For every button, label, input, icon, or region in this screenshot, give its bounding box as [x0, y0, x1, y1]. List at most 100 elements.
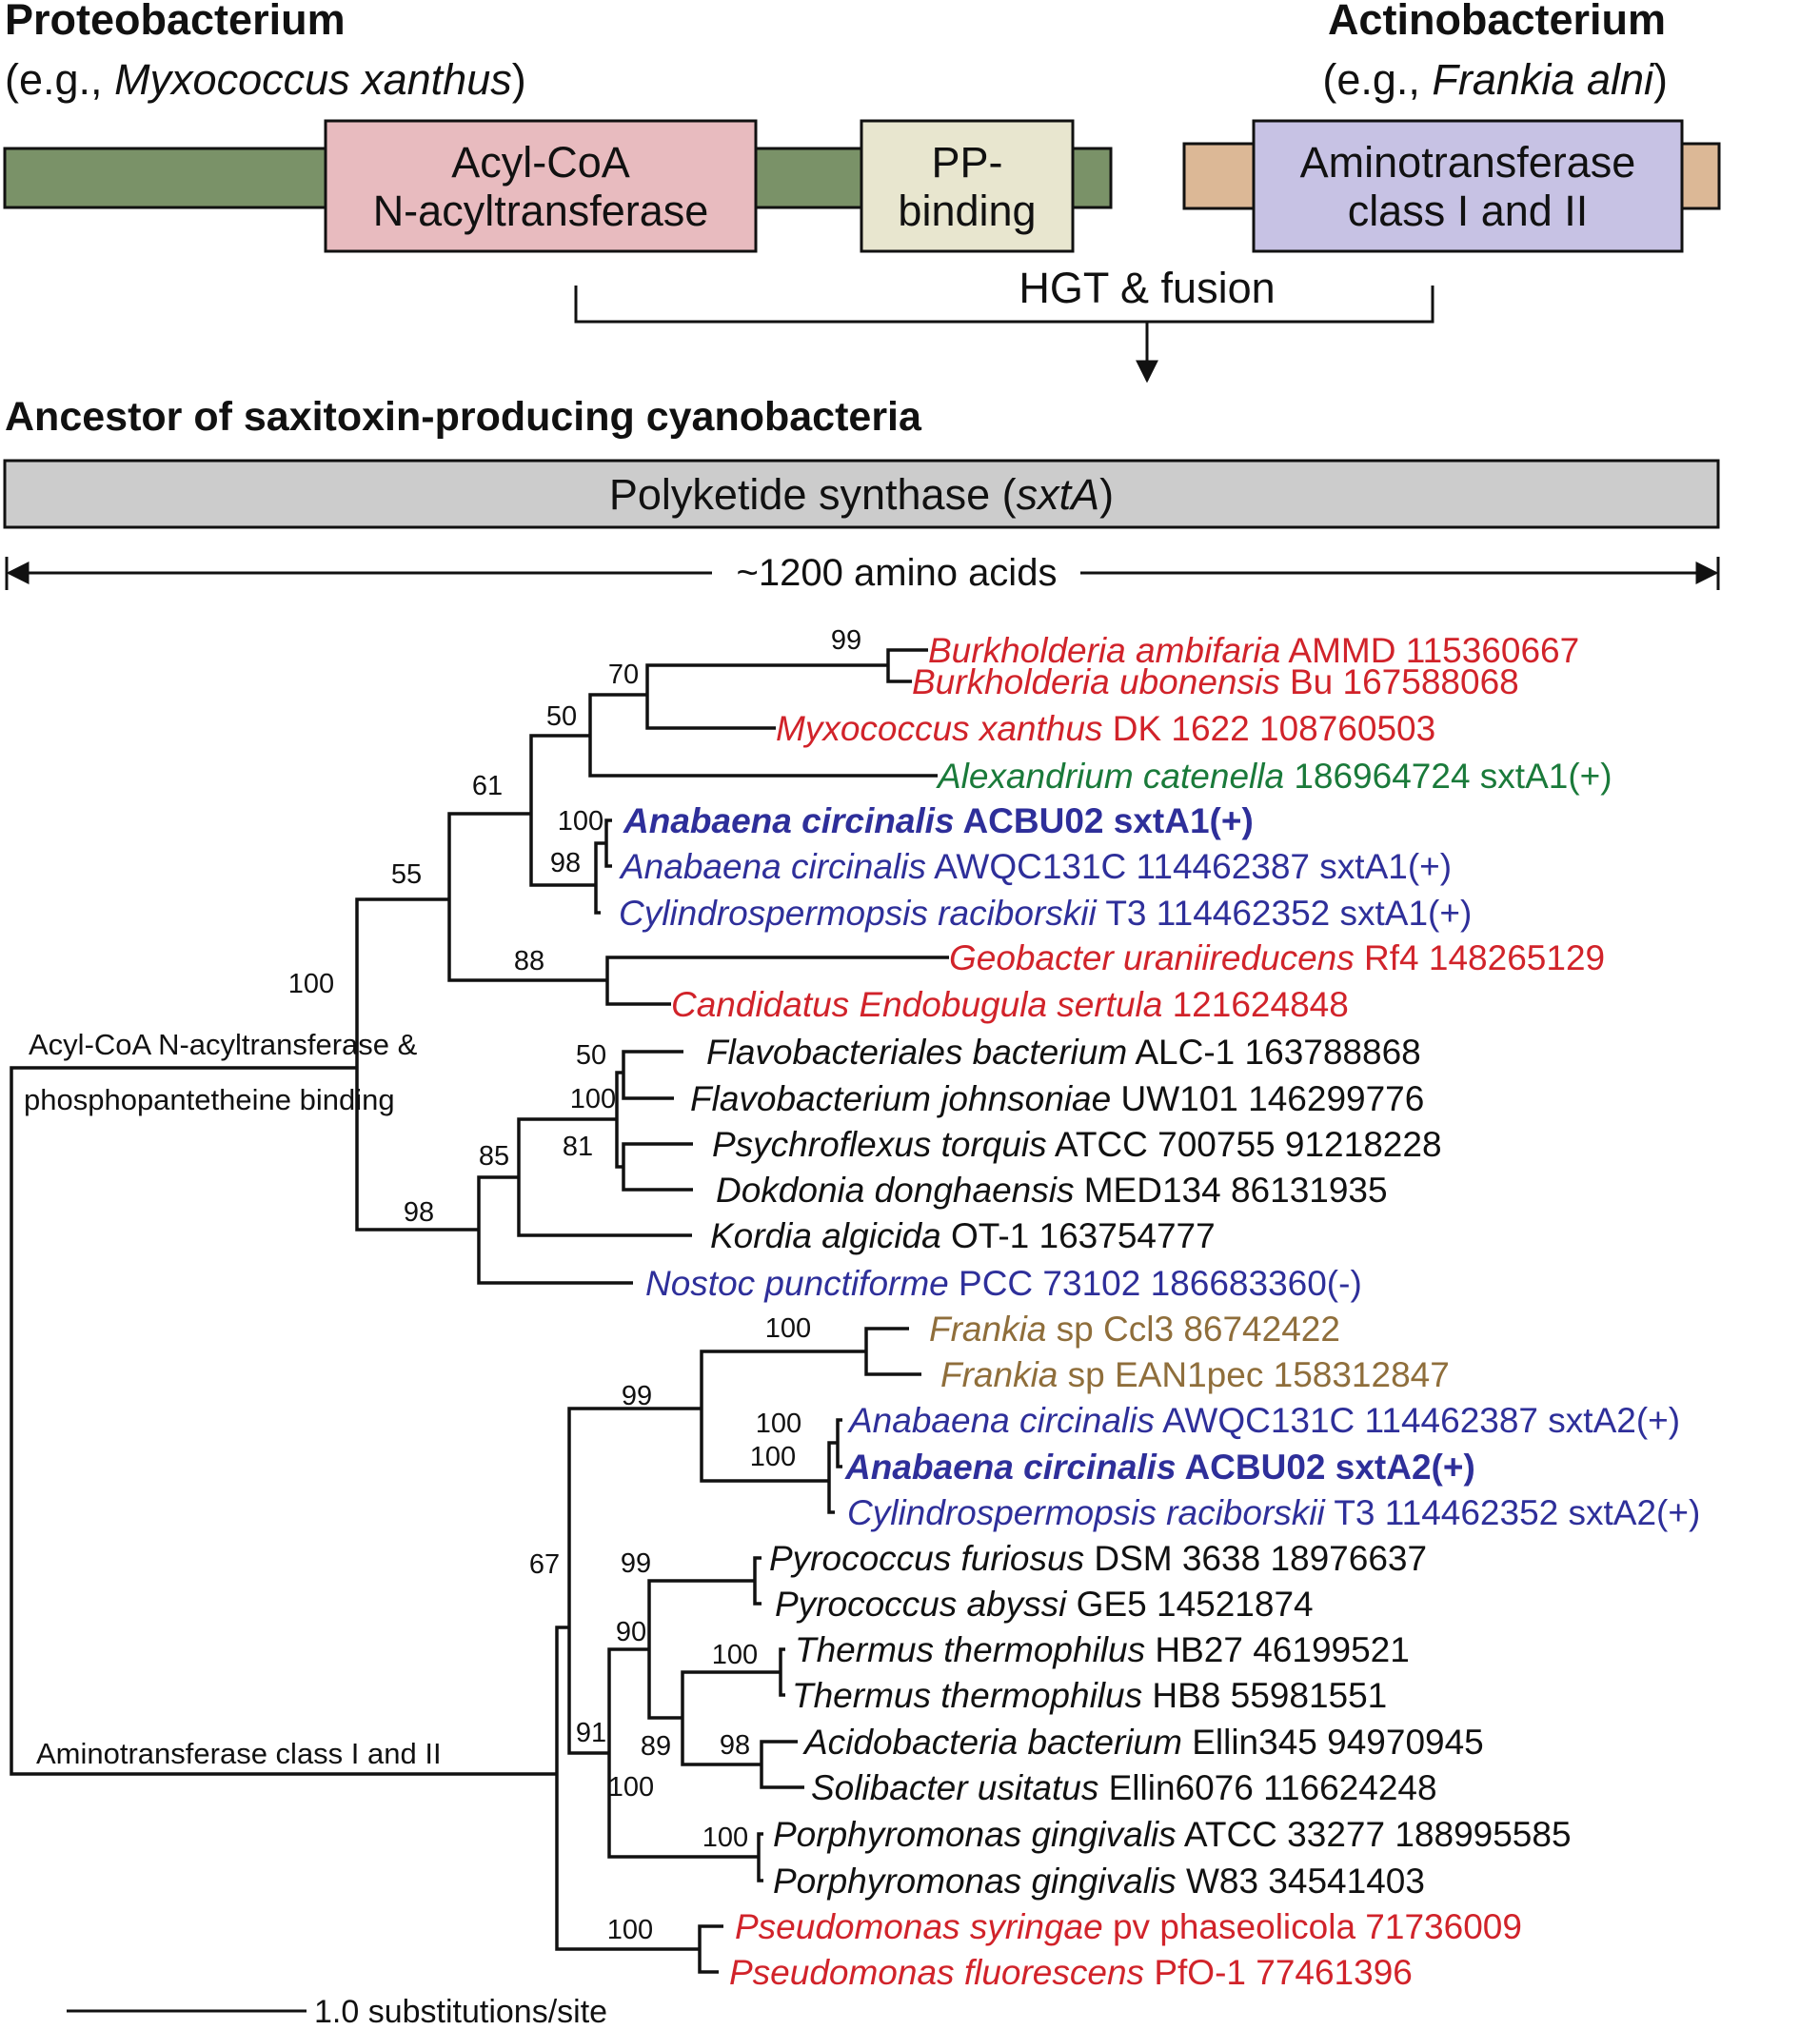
- tree-branch: [700, 1409, 829, 1483]
- tree-branch: [10, 1066, 357, 1421]
- tree-branch: [355, 1068, 479, 1232]
- tree-branch: [760, 1740, 798, 1764]
- aminotransferase-domain-box: [1252, 119, 1684, 253]
- tree-branch: [757, 1832, 763, 1857]
- taxon-label: Kordia algicida OT-1 163754777: [710, 1216, 1216, 1255]
- bootstrap-value: 81: [563, 1132, 593, 1162]
- tree-branch: [605, 956, 949, 980]
- pp-binding-label-line2: binding: [898, 187, 1036, 235]
- tree-branch: [779, 1647, 785, 1672]
- bootstrap-value: 99: [622, 1381, 652, 1411]
- taxon-label: Burkholderia ubonensis Bu 167588068: [912, 662, 1519, 701]
- tree-branch: [827, 1441, 838, 1467]
- taxon-label: Cylindrospermopsis raciborskii T3 114462…: [619, 894, 1472, 933]
- tree-branch: [698, 1924, 723, 1949]
- taxon-label: Nostoc punctiforme PCC 73102 186683360(-…: [645, 1264, 1362, 1303]
- bootstrap-value: 100: [756, 1409, 801, 1439]
- tree-branch: [681, 1718, 762, 1766]
- tree-branch: [647, 1649, 682, 1720]
- pp-binding-domain-box: [860, 119, 1075, 253]
- tree-branch: [10, 1421, 557, 1776]
- bootstrap-value: 50: [546, 701, 577, 732]
- acyl-coa-domain-box: [324, 119, 758, 253]
- tree-branch: [681, 1670, 781, 1718]
- tree-branch: [605, 980, 671, 1006]
- taxon-label: Alexandrium catenella 186964724 sxtA1(+): [936, 757, 1612, 796]
- taxon-label: Frankia sp EAN1pec 158312847: [940, 1355, 1450, 1394]
- bootstrap-value: 100: [608, 1772, 654, 1803]
- tree-branch: [447, 899, 607, 982]
- tree-branch: [447, 812, 531, 899]
- tree-branch: [645, 695, 776, 730]
- tree-branch: [698, 1949, 719, 1974]
- clade-label-acyl-line2: phosphopantetheine binding: [24, 1083, 395, 1116]
- tree-branch: [645, 663, 888, 695]
- acyl-coa-domain-label-line2: N-acyltransferase: [373, 187, 709, 235]
- tree-branch: [615, 1119, 623, 1169]
- tree-branch: [355, 897, 449, 1068]
- tree-branch: [567, 1627, 609, 1755]
- proteobacterium-example: (e.g., Myxococcus xanthus): [5, 55, 526, 104]
- taxon-label: Flavobacterium johnsoniae UW101 14629977…: [690, 1079, 1424, 1118]
- taxon-label: Candidatus Endobugula sertula 121624848: [671, 985, 1349, 1024]
- tree-branch: [836, 1418, 842, 1443]
- bootstrap-value: 99: [831, 625, 861, 656]
- taxon-label: Anabaena circinalis AWQC131C 114462387 s…: [619, 847, 1452, 886]
- clade-label-aminotransferase: Aminotransferase class I and II: [36, 1737, 442, 1770]
- tree-branch: [567, 1407, 702, 1627]
- taxon-label: Thermus thermophilus HB27 46199521: [795, 1630, 1410, 1669]
- bootstrap-value: 88: [514, 946, 544, 976]
- taxon-label: Porphyromonas gingivalis ATCC 33277 1889…: [773, 1815, 1572, 1854]
- bootstrap-value: 100: [765, 1313, 811, 1344]
- proteobacterium-title: Proteobacterium: [5, 0, 346, 44]
- tree-branch: [607, 1647, 649, 1753]
- scale-bar-label: 1.0 substitutions/site: [314, 1994, 607, 2030]
- taxon-label: Thermus thermophilus HB8 55981551: [792, 1676, 1387, 1715]
- bootstrap-value: 61: [472, 771, 503, 801]
- tree-branch: [607, 1753, 759, 1859]
- taxon-label: Cylindrospermopsis raciborskii T3 114462…: [847, 1493, 1700, 1532]
- bootstrap-value: 98: [720, 1730, 750, 1761]
- tree-branch: [594, 841, 606, 866]
- bootstrap-value: 98: [404, 1197, 434, 1228]
- aminotransferase-label-line2: class I and II: [1348, 187, 1589, 235]
- tree-branch: [477, 1175, 519, 1230]
- tree-branch: [594, 866, 601, 915]
- tree-branch: [622, 1050, 683, 1073]
- bootstrap-value: 55: [391, 859, 422, 890]
- pp-binding-label-line1: PP-: [931, 138, 1002, 187]
- bootstrap-value: 67: [529, 1549, 560, 1580]
- tree-branch: [529, 814, 596, 887]
- taxon-label: Frankia sp Ccl3 86742422: [929, 1310, 1340, 1349]
- tree-branch: [604, 843, 612, 868]
- taxon-label: Dokdonia donghaensis MED134 86131935: [716, 1171, 1388, 1210]
- tree-labels: Burkholderia ambifaria AMMD 115360667Bur…: [288, 625, 1701, 1992]
- ancestor-title: Ancestor of saxitoxin-producing cyanobac…: [5, 394, 922, 440]
- bootstrap-value: 99: [621, 1548, 651, 1579]
- tree-branch: [529, 734, 590, 814]
- bootstrap-value: 100: [607, 1915, 653, 1945]
- taxon-label: Pseudomonas fluorescens PfO-1 77461396: [729, 1953, 1413, 1992]
- bootstrap-value: 50: [576, 1040, 606, 1071]
- tree-branch: [588, 736, 938, 778]
- taxon-label: Anabaena circinalis ACBU02 sxtA1(+): [623, 801, 1254, 840]
- taxon-label: Pyrococcus furiosus DSM 3638 18976637: [769, 1539, 1427, 1578]
- bootstrap-value: 98: [550, 848, 581, 878]
- tree-branch: [886, 665, 912, 683]
- taxon-label: Anabaena circinalis ACBU02 sxtA2(+): [844, 1448, 1475, 1487]
- taxon-label: Acidobacteria bacterium Ellin345 9497094…: [802, 1723, 1484, 1762]
- hgt-fusion-label: HGT & fusion: [1019, 264, 1275, 312]
- tree-branch: [779, 1672, 785, 1697]
- tree-branch: [615, 1071, 623, 1119]
- tree-branches: [10, 648, 949, 1974]
- aminotransferase-label-line1: Aminotransferase: [1300, 138, 1636, 187]
- tree-branch: [827, 1467, 835, 1514]
- tree-branch: [588, 693, 647, 736]
- sxta-label: Polyketide synthase (sxtA): [609, 470, 1114, 519]
- actinobacterium-example: (e.g., Frankia alni): [1322, 55, 1668, 104]
- tree-branch: [760, 1764, 804, 1789]
- bootstrap-value: 89: [641, 1731, 671, 1762]
- clade-label-acyl-line1: Acyl-CoA N-acyltransferase &: [29, 1028, 418, 1061]
- tree-branch: [753, 1581, 762, 1606]
